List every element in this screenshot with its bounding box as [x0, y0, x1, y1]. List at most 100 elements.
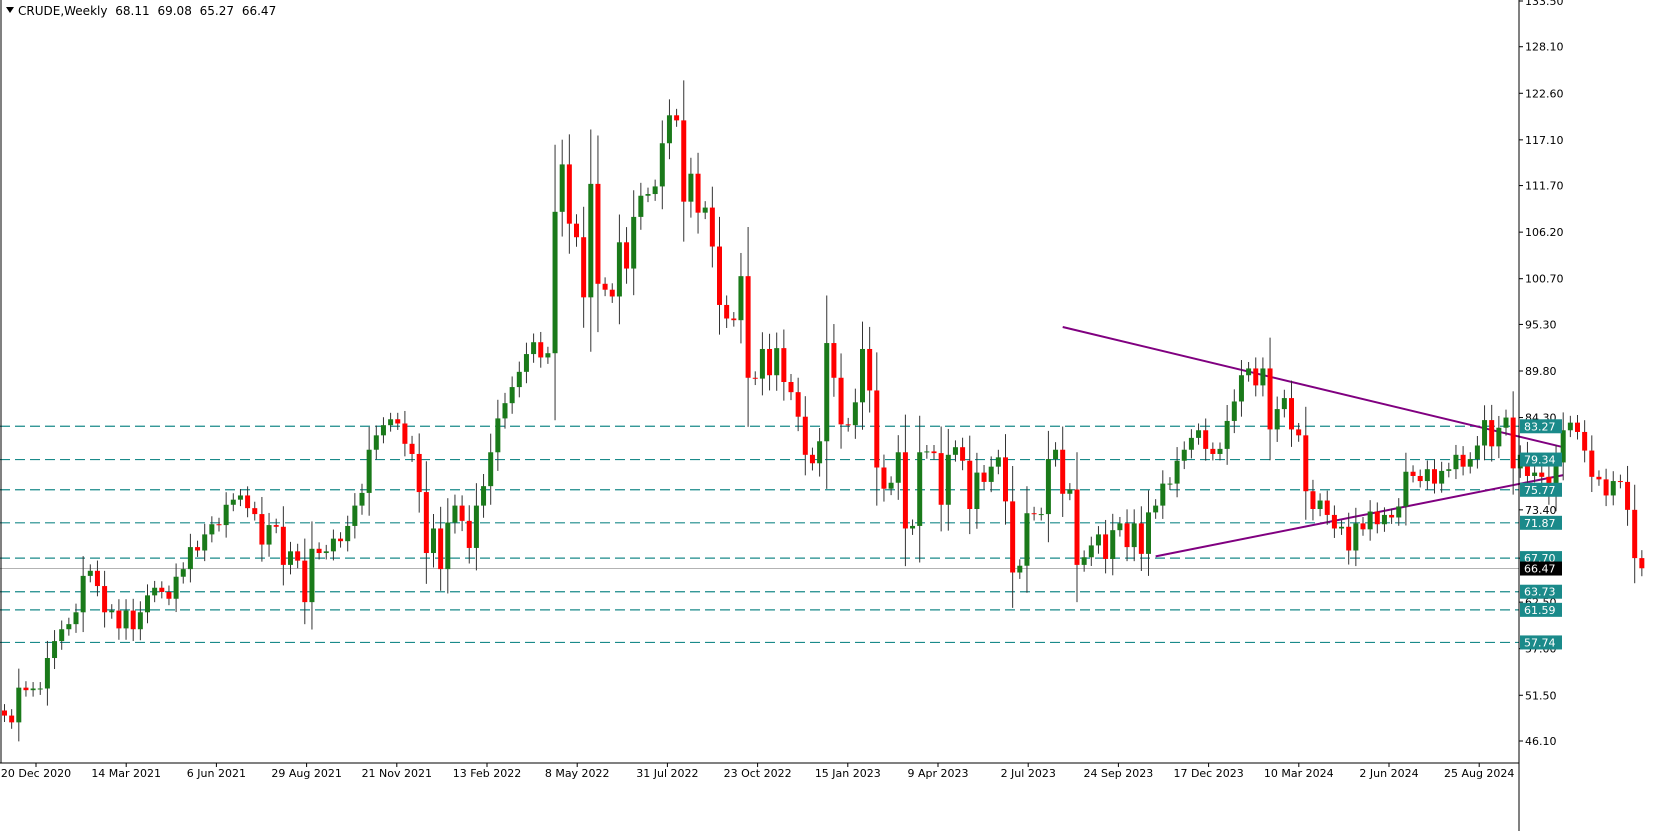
- candles: [2, 80, 1645, 742]
- level-label: 83.27: [1524, 420, 1556, 433]
- candle-bull: [209, 524, 215, 535]
- candle-bull: [688, 173, 694, 202]
- level-label: 71.87: [1524, 517, 1556, 530]
- candle-bull: [309, 548, 315, 603]
- candle-bear: [1103, 534, 1109, 559]
- dropdown-triangle-icon[interactable]: [6, 7, 14, 13]
- candle-bear: [731, 318, 737, 321]
- candle-bull: [87, 570, 93, 576]
- time-tick-label: 10 Mar 2024: [1264, 767, 1334, 780]
- candle-bull: [638, 195, 644, 217]
- chart-title: CRUDE,Weekly 68.11 69.08 65.27 66.47: [6, 4, 280, 18]
- candle-bull: [545, 353, 551, 358]
- candle-bull: [1567, 422, 1573, 431]
- candle-bull: [1560, 430, 1566, 463]
- candle-bear: [1632, 509, 1638, 559]
- current-price-label-bg: [1520, 561, 1562, 576]
- candle-bull: [1474, 445, 1480, 460]
- candle-bull: [659, 143, 665, 187]
- level-label: 75.77: [1524, 484, 1556, 497]
- price-tick-label: 51.50: [1525, 689, 1557, 702]
- candle-bull: [1117, 523, 1123, 531]
- candle-bear: [795, 392, 801, 417]
- candle-bull: [852, 402, 858, 426]
- candle-bear: [1210, 448, 1216, 454]
- time-tick-label: 21 Nov 2021: [362, 767, 432, 780]
- candle-bull: [1424, 469, 1430, 482]
- time-tick-label: 13 Feb 2022: [453, 767, 521, 780]
- candle-bull: [473, 505, 479, 548]
- candle-bull: [1110, 530, 1116, 559]
- candle-bear: [2, 710, 7, 716]
- candle-bear: [130, 610, 136, 630]
- candle-bull: [666, 115, 672, 144]
- candle-bull: [1238, 375, 1244, 402]
- candle-bear: [1374, 511, 1380, 525]
- candle-bear: [867, 348, 873, 391]
- candle-bull: [1053, 449, 1059, 460]
- candle-bear: [595, 183, 601, 284]
- candle-bear: [674, 115, 680, 121]
- candle-bull: [1181, 449, 1187, 461]
- candle-bear: [1589, 450, 1595, 477]
- candle-bull: [1403, 471, 1409, 507]
- candle-bear: [1417, 475, 1423, 482]
- candle-bear: [1460, 454, 1466, 467]
- candle-bear: [538, 342, 544, 358]
- candle-bear: [845, 424, 851, 426]
- candle-bull: [237, 495, 243, 500]
- candle-bear: [195, 547, 201, 551]
- candle-bull: [223, 504, 229, 526]
- candle-bear: [602, 283, 608, 290]
- candle-bear: [1060, 449, 1066, 494]
- candle-bull: [230, 499, 236, 505]
- candle-bear: [1596, 476, 1602, 480]
- candle-bear: [788, 382, 794, 393]
- level-label-bg: [1520, 482, 1562, 497]
- candle-bull: [1217, 448, 1223, 454]
- candle-bear: [838, 377, 844, 425]
- candle-bull: [702, 207, 708, 213]
- candle-bull: [952, 447, 958, 455]
- candle-bear: [416, 453, 422, 493]
- price-tick-label: 133.50: [1525, 0, 1564, 8]
- candle-bear: [681, 120, 687, 202]
- candle-bull: [187, 547, 193, 570]
- candle-bear: [881, 467, 887, 489]
- time-tick-label: 2 Jun 2024: [1359, 767, 1418, 780]
- candle-bear: [338, 538, 344, 542]
- candle-bull: [373, 435, 379, 450]
- candle-bull: [1153, 505, 1159, 513]
- level-label: 79.34: [1524, 454, 1556, 467]
- candle-bear: [1074, 489, 1080, 565]
- candle-bull: [502, 403, 508, 419]
- candle-bull: [1610, 481, 1616, 496]
- candle-bull: [974, 472, 980, 509]
- price-tick-label: 95.30: [1525, 318, 1557, 331]
- candle-bear: [438, 528, 444, 570]
- trendlines: [1062, 325, 1564, 558]
- candle-bull: [1467, 459, 1473, 467]
- candle-bull: [1167, 483, 1173, 485]
- candle-bull: [1067, 489, 1073, 494]
- candle-bear: [1582, 431, 1588, 451]
- price-tick-label: 122.60: [1525, 87, 1564, 100]
- time-tick-label: 2 Jul 2023: [1001, 767, 1056, 780]
- candle-bull: [817, 441, 823, 464]
- candle-bull: [509, 387, 515, 404]
- candle-bull: [323, 551, 329, 554]
- candle-bear: [1031, 513, 1037, 515]
- candle-bear: [752, 377, 758, 379]
- price-tick-label: 100.70: [1525, 273, 1564, 286]
- candle-bear: [874, 390, 880, 468]
- candle-bull: [645, 194, 651, 196]
- time-tick-label: 6 Jun 2021: [187, 767, 246, 780]
- candle-bull: [1246, 368, 1252, 376]
- candle-bear: [1603, 479, 1609, 496]
- level-label: 63.73: [1524, 586, 1556, 599]
- candle-bull: [66, 624, 72, 630]
- candle-bull: [1260, 368, 1266, 386]
- candle-bear: [159, 587, 165, 592]
- candle-bull: [388, 419, 394, 426]
